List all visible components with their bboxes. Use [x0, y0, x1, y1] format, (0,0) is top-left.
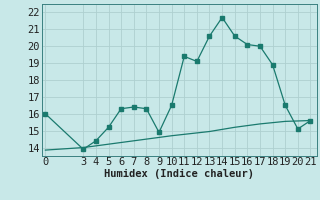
X-axis label: Humidex (Indice chaleur): Humidex (Indice chaleur): [104, 169, 254, 179]
